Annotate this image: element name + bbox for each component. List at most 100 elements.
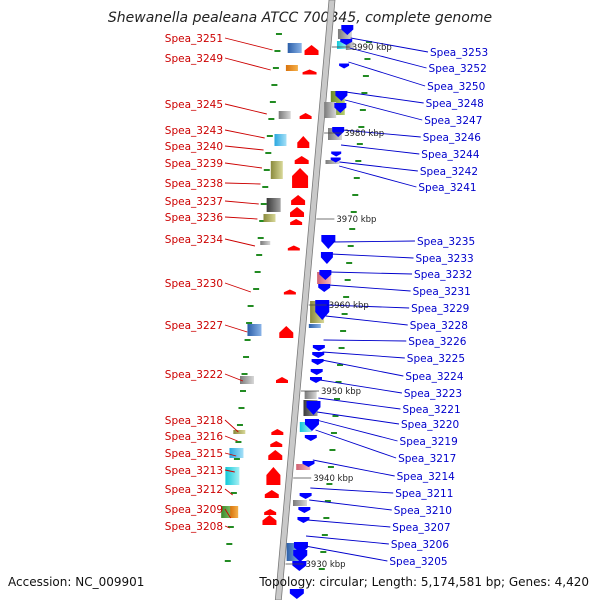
reverse-gene-arrow[interactable]	[310, 369, 323, 375]
label-connector	[224, 435, 238, 442]
gene-label-spea-3206[interactable]: Spea_3206	[391, 539, 450, 551]
gene-label-spea-3231[interactable]: Spea_3231	[413, 286, 471, 298]
reverse-gene-arrow[interactable]	[292, 561, 307, 571]
gene-label-spea-3243[interactable]: Spea_3243	[165, 125, 223, 137]
reverse-gene-arrow[interactable]	[341, 25, 354, 35]
reverse-gene-arrow[interactable]	[302, 461, 315, 467]
forward-gene-arrow[interactable]	[264, 490, 279, 498]
forward-gene-arrow[interactable]	[283, 289, 296, 295]
gene-label-spea-3207[interactable]: Spea_3207	[392, 522, 450, 534]
gene-label-spea-3248[interactable]: Spea_3248	[426, 98, 484, 110]
reverse-gene-arrow[interactable]	[293, 542, 308, 554]
forward-gene-arrow[interactable]	[292, 168, 309, 188]
gene-label-spea-3240[interactable]: Spea_3240	[165, 141, 223, 153]
gene-label-spea-3245[interactable]: Spea_3245	[165, 99, 223, 111]
forward-gene-arrow[interactable]	[271, 429, 284, 435]
gene-label-spea-3208[interactable]: Spea_3208	[165, 521, 223, 533]
gene-label-spea-3221[interactable]: Spea_3221	[402, 404, 460, 416]
reverse-gene-arrow[interactable]	[340, 39, 353, 45]
gene-label-spea-3244[interactable]: Spea_3244	[421, 149, 480, 161]
gene-label-spea-3223[interactable]: Spea_3223	[404, 388, 462, 400]
reverse-gene-arrow[interactable]	[330, 157, 341, 163]
gene-label-spea-3211[interactable]: Spea_3211	[395, 488, 453, 500]
gene-label-spea-3235[interactable]: Spea_3235	[417, 236, 475, 248]
gene-label-spea-3216[interactable]: Spea_3216	[165, 431, 224, 443]
gene-label-spea-3209[interactable]: Spea_3209	[165, 504, 223, 516]
reverse-gene-arrow[interactable]	[298, 507, 311, 513]
reverse-gene-arrow[interactable]	[311, 359, 324, 365]
forward-gene-arrow[interactable]	[275, 377, 288, 383]
gene-label-spea-3230[interactable]: Spea_3230	[165, 278, 223, 290]
forward-gene-arrow[interactable]	[302, 69, 317, 75]
gene-label-spea-3227[interactable]: Spea_3227	[165, 320, 223, 332]
forward-gene-arrow[interactable]	[266, 467, 281, 485]
gene-label-spea-3246[interactable]: Spea_3246	[423, 132, 482, 144]
gene-label-spea-3236[interactable]: Spea_3236	[165, 212, 224, 224]
reverse-gene-arrow[interactable]	[331, 151, 342, 157]
gene-label-spea-3224[interactable]: Spea_3224	[405, 371, 464, 383]
gene-label-spea-3213[interactable]: Spea_3213	[165, 465, 223, 477]
gene-label-spea-3215[interactable]: Spea_3215	[165, 448, 223, 460]
gene-label-spea-3250[interactable]: Spea_3250	[427, 81, 485, 93]
gene-label-spea-3220[interactable]: Spea_3220	[401, 419, 459, 431]
forward-gene-arrow[interactable]	[297, 136, 310, 148]
reverse-gene-arrow[interactable]	[293, 550, 308, 562]
reverse-gene-arrow[interactable]	[319, 270, 332, 280]
reverse-gene-arrow[interactable]	[289, 589, 304, 599]
gene-feature-box	[336, 41, 347, 49]
gene-label-spea-3212[interactable]: Spea_3212	[165, 484, 223, 496]
gene-label-spea-3242[interactable]: Spea_3242	[420, 166, 478, 178]
forward-gene-arrow[interactable]	[299, 113, 312, 119]
reverse-gene-arrow[interactable]	[334, 103, 347, 113]
reverse-gene-arrow[interactable]	[332, 127, 345, 137]
gene-label-spea-3225[interactable]: Spea_3225	[407, 353, 465, 365]
gene-label-spea-3252[interactable]: Spea_3252	[429, 63, 487, 75]
forward-gene-arrow[interactable]	[279, 326, 294, 338]
gene-label-spea-3233[interactable]: Spea_3233	[416, 253, 474, 265]
reverse-gene-arrow[interactable]	[312, 345, 325, 351]
gene-label-spea-3253[interactable]: Spea_3253	[430, 47, 488, 59]
reverse-gene-arrow[interactable]	[335, 91, 348, 101]
reverse-gene-arrow[interactable]	[304, 435, 317, 441]
gene-label-spea-3205[interactable]: Spea_3205	[389, 556, 447, 568]
forward-gene-arrow[interactable]	[291, 195, 306, 205]
gene-label-spea-3234[interactable]: Spea_3234	[165, 234, 224, 246]
gene-label-spea-3219[interactable]: Spea_3219	[400, 436, 458, 448]
reverse-gene-arrow[interactable]	[306, 401, 321, 415]
gene-label-spea-3238[interactable]: Spea_3238	[165, 178, 223, 190]
gene-label-spea-3218[interactable]: Spea_3218	[165, 415, 223, 427]
gene-label-spea-3239[interactable]: Spea_3239	[165, 158, 223, 170]
forward-gene-arrow[interactable]	[294, 156, 309, 164]
forward-gene-arrow[interactable]	[270, 441, 283, 447]
gene-label-spea-3226[interactable]: Spea_3226	[408, 336, 467, 348]
reverse-gene-arrow[interactable]	[321, 235, 336, 249]
forward-gene-arrow[interactable]	[290, 207, 305, 217]
gene-label-spea-3232[interactable]: Spea_3232	[414, 269, 472, 281]
reverse-gene-arrow[interactable]	[297, 517, 310, 523]
gene-label-spea-3214[interactable]: Spea_3214	[397, 471, 456, 483]
reverse-gene-arrow[interactable]	[304, 419, 319, 431]
forward-gene-arrow[interactable]	[304, 45, 319, 55]
reverse-gene-arrow[interactable]	[299, 493, 312, 499]
reverse-gene-arrow[interactable]	[312, 352, 325, 358]
gene-label-spea-3251[interactable]: Spea_3251	[165, 33, 223, 45]
gene-label-spea-3241[interactable]: Spea_3241	[418, 182, 476, 194]
gene-label-spea-3229[interactable]: Spea_3229	[411, 303, 469, 315]
gene-label-spea-3217[interactable]: Spea_3217	[398, 453, 456, 465]
forward-gene-arrow[interactable]	[268, 450, 283, 460]
gene-label-spea-3222[interactable]: Spea_3222	[165, 369, 223, 381]
reverse-gene-arrow[interactable]	[339, 63, 350, 69]
forward-gene-arrow[interactable]	[290, 219, 303, 225]
gene-label-spea-3228[interactable]: Spea_3228	[410, 320, 468, 332]
forward-gene-arrow[interactable]	[262, 515, 277, 525]
forward-gene-arrow[interactable]	[264, 509, 277, 515]
reverse-gene-arrow[interactable]	[318, 284, 331, 292]
forward-gene-arrow[interactable]	[287, 245, 300, 251]
reverse-gene-arrow[interactable]	[320, 252, 333, 264]
gene-label-spea-3247[interactable]: Spea_3247	[424, 115, 482, 127]
label-connector	[224, 37, 273, 51]
reverse-gene-arrow[interactable]	[309, 377, 322, 383]
gene-label-spea-3249[interactable]: Spea_3249	[165, 53, 223, 65]
gene-label-spea-3237[interactable]: Spea_3237	[165, 196, 223, 208]
gene-label-spea-3210[interactable]: Spea_3210	[394, 505, 452, 517]
